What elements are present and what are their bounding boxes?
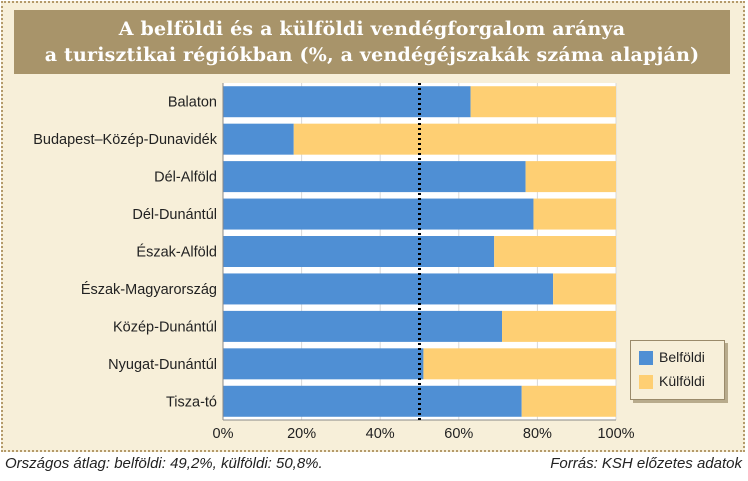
bar-belfoldi xyxy=(223,385,522,417)
category-label: Dél-Alföld xyxy=(154,170,217,186)
x-tick-label: 20% xyxy=(287,426,316,442)
bar-belfoldi xyxy=(223,348,424,380)
category-label: Nyugat-Dunántúl xyxy=(108,357,217,373)
bar-belfoldi xyxy=(223,273,554,305)
category-label: Észak-Magyarország xyxy=(81,281,217,298)
legend-label-belfoldi: Belföldi xyxy=(659,349,705,365)
bar-kulfoldi xyxy=(525,161,616,193)
bar-belfoldi xyxy=(223,310,503,342)
chart-title-line-1: A belföldi és a külföldi vendégforgalom … xyxy=(118,18,626,40)
footnote-source: Forrás: KSH előzetes adatok xyxy=(550,455,742,472)
bar-belfoldi xyxy=(223,123,294,155)
x-tick-label: 40% xyxy=(366,426,395,442)
chart-title-bar: A belföldi és a külföldi vendégforgalom … xyxy=(14,10,730,74)
category-label: Közép-Dunántúl xyxy=(113,319,217,335)
legend-swatch-kulfoldi xyxy=(639,375,653,389)
legend-label-kulfoldi: Külföldi xyxy=(659,373,705,389)
bar-kulfoldi xyxy=(293,123,616,155)
x-tick-label: 80% xyxy=(523,426,552,442)
x-tick-label: 60% xyxy=(444,426,473,442)
category-label: Budapest–Közép-Dunavidék xyxy=(33,132,218,148)
bar-kulfoldi xyxy=(502,310,616,342)
legend: Belföldi Külföldi xyxy=(630,340,725,400)
bar-belfoldi xyxy=(223,161,526,193)
category-label: Dél-Dunántúl xyxy=(132,207,217,223)
bar-kulfoldi xyxy=(494,236,616,267)
footnote-average: Országos átlag: belföldi: 49,2%, külföld… xyxy=(5,455,323,472)
bar-kulfoldi xyxy=(521,385,616,417)
bar-belfoldi xyxy=(223,198,534,230)
chart-title-line-2: a turisztikai régiókban (%, a vendégéjsz… xyxy=(44,44,700,66)
bar-belfoldi xyxy=(223,236,495,267)
bar-belfoldi xyxy=(223,86,471,118)
category-label: Tisza-tó xyxy=(166,394,217,410)
category-label: Észak-Alföld xyxy=(136,244,217,261)
bar-kulfoldi xyxy=(533,198,616,230)
category-label: Balaton xyxy=(168,95,217,111)
x-tick-label: 0% xyxy=(213,426,234,442)
bar-kulfoldi xyxy=(423,348,616,380)
bar-kulfoldi xyxy=(553,273,616,305)
bar-kulfoldi xyxy=(470,86,616,118)
x-tick-label: 100% xyxy=(597,426,634,442)
legend-swatch-belfoldi xyxy=(639,351,653,365)
